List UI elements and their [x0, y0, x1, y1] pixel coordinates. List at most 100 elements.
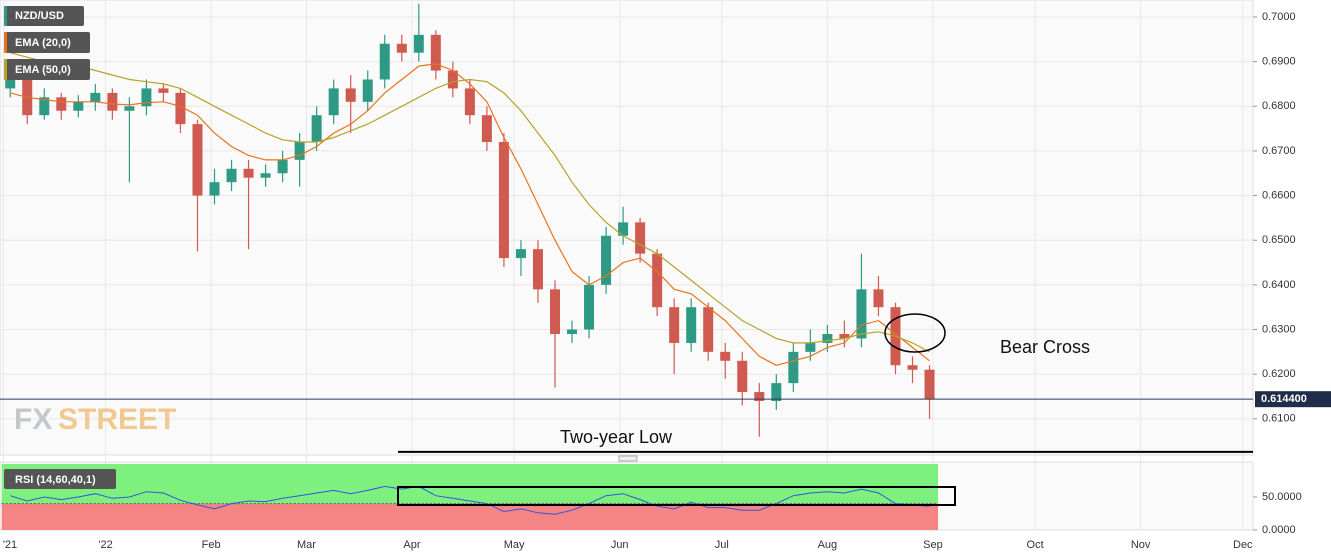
candle-body — [618, 222, 629, 236]
candle-body — [277, 159, 288, 174]
candle-body — [90, 92, 101, 102]
y-tick-label: 0.6100 — [1262, 413, 1296, 425]
candle-body — [720, 351, 731, 361]
x-tick-label: Feb — [202, 539, 221, 551]
x-tick-label: Aug — [818, 539, 838, 551]
y-tick-label: 0.6200 — [1262, 368, 1296, 380]
legend-box — [4, 469, 116, 489]
candle-body — [907, 365, 918, 370]
candle-body — [226, 168, 237, 183]
legend-swatch — [4, 32, 7, 53]
candle-body — [39, 97, 50, 116]
ema-line — [10, 63, 930, 366]
y-tick-label: 0.0000 — [1262, 524, 1296, 536]
y-tick-label: 0.6600 — [1262, 189, 1296, 201]
candle-body — [430, 34, 441, 71]
candle-body — [601, 235, 612, 285]
candle-body — [584, 284, 595, 330]
cross-ellipse — [884, 313, 946, 353]
legend-label: RSI (14,60,40,1) — [15, 474, 96, 486]
x-tick-label: Sep — [923, 539, 943, 551]
legend: NZD/USD EMA (20,0) EMA (50,0) RSI (14,60… — [4, 6, 116, 489]
candle-body — [754, 392, 765, 401]
rsi-zone-upper — [1, 464, 939, 504]
x-tick-label: Jul — [715, 539, 729, 551]
candle-body — [209, 182, 220, 196]
rsi-line — [10, 485, 930, 515]
watermark-street: STREET — [58, 403, 176, 436]
candle-body — [328, 88, 339, 116]
candle-body — [294, 141, 305, 160]
candle-body — [141, 88, 152, 107]
y-tick-label: 0.7000 — [1262, 11, 1296, 23]
y-tick-label: 0.6500 — [1262, 234, 1296, 246]
candle-body — [703, 307, 714, 352]
candle-body — [73, 101, 84, 111]
rsi-background — [1, 464, 939, 530]
legend-box — [4, 59, 90, 80]
y-tick-label: 0.6700 — [1262, 145, 1296, 157]
candle-body — [124, 106, 135, 111]
candle-body — [924, 369, 935, 400]
watermark: FX STREET — [14, 403, 176, 436]
candle-body — [515, 249, 526, 259]
x-tick-label: Jun — [611, 539, 629, 551]
candle-body — [5, 79, 16, 89]
candle-body — [549, 289, 560, 334]
rsi-box — [397, 486, 956, 506]
legend-swatch — [4, 6, 7, 26]
candle-body — [481, 115, 492, 142]
last-price-label: 0.614400 — [1261, 393, 1307, 405]
x-tick-label: Apr — [403, 539, 420, 551]
candle-body — [788, 351, 799, 384]
candle-body — [652, 253, 663, 308]
legend-swatch — [4, 59, 7, 80]
rsi-zone-lower — [1, 503, 939, 530]
panel-splitter[interactable] — [618, 455, 638, 462]
watermark-fx: FX — [14, 403, 52, 436]
x-tick-label: '21 — [3, 539, 17, 551]
candle-body — [379, 43, 390, 80]
y-tick-label: 0.6800 — [1262, 100, 1296, 112]
legend-box — [4, 32, 90, 53]
x-tick-label: May — [504, 539, 525, 551]
candle-body — [635, 222, 646, 254]
candle-body — [532, 249, 543, 290]
y-tick-label: 0.6400 — [1262, 279, 1296, 291]
candle-body — [567, 329, 578, 334]
x-tick-label: Oct — [1027, 539, 1044, 551]
candle-body — [737, 360, 748, 393]
candle-body — [192, 124, 203, 196]
candle-body — [243, 168, 254, 178]
legend-label: EMA (50,0) — [15, 64, 71, 76]
legend-label: EMA (20,0) — [15, 37, 71, 49]
annotation: Bear Cross — [1000, 337, 1090, 357]
candle-body — [260, 173, 271, 178]
candle-body — [396, 43, 407, 53]
candle-body — [158, 88, 169, 93]
candle-body — [413, 34, 424, 53]
candle-body — [856, 289, 867, 339]
candle-body — [686, 307, 697, 343]
annotation: Two-year Low — [560, 427, 673, 447]
candle-body — [345, 88, 356, 102]
y-tick-label: 0.6300 — [1262, 323, 1296, 335]
legend-label: NZD/USD — [15, 10, 64, 22]
candle-body — [839, 333, 850, 339]
x-tick-label: Mar — [297, 539, 316, 551]
candle-body — [362, 79, 373, 102]
grid — [0, 0, 1253, 530]
candle-body — [107, 92, 118, 111]
candle-body — [771, 383, 782, 401]
plot — [0, 3, 1253, 515]
last-price-box — [1255, 391, 1331, 408]
ema-line — [10, 52, 930, 353]
candle-body — [805, 342, 816, 352]
x-tick-label: Dec — [1233, 539, 1253, 551]
candle-body — [669, 307, 680, 343]
legend-box — [4, 6, 84, 26]
candle-body — [447, 70, 458, 89]
x-tick-label: '22 — [98, 539, 112, 551]
candle-body — [873, 289, 884, 308]
